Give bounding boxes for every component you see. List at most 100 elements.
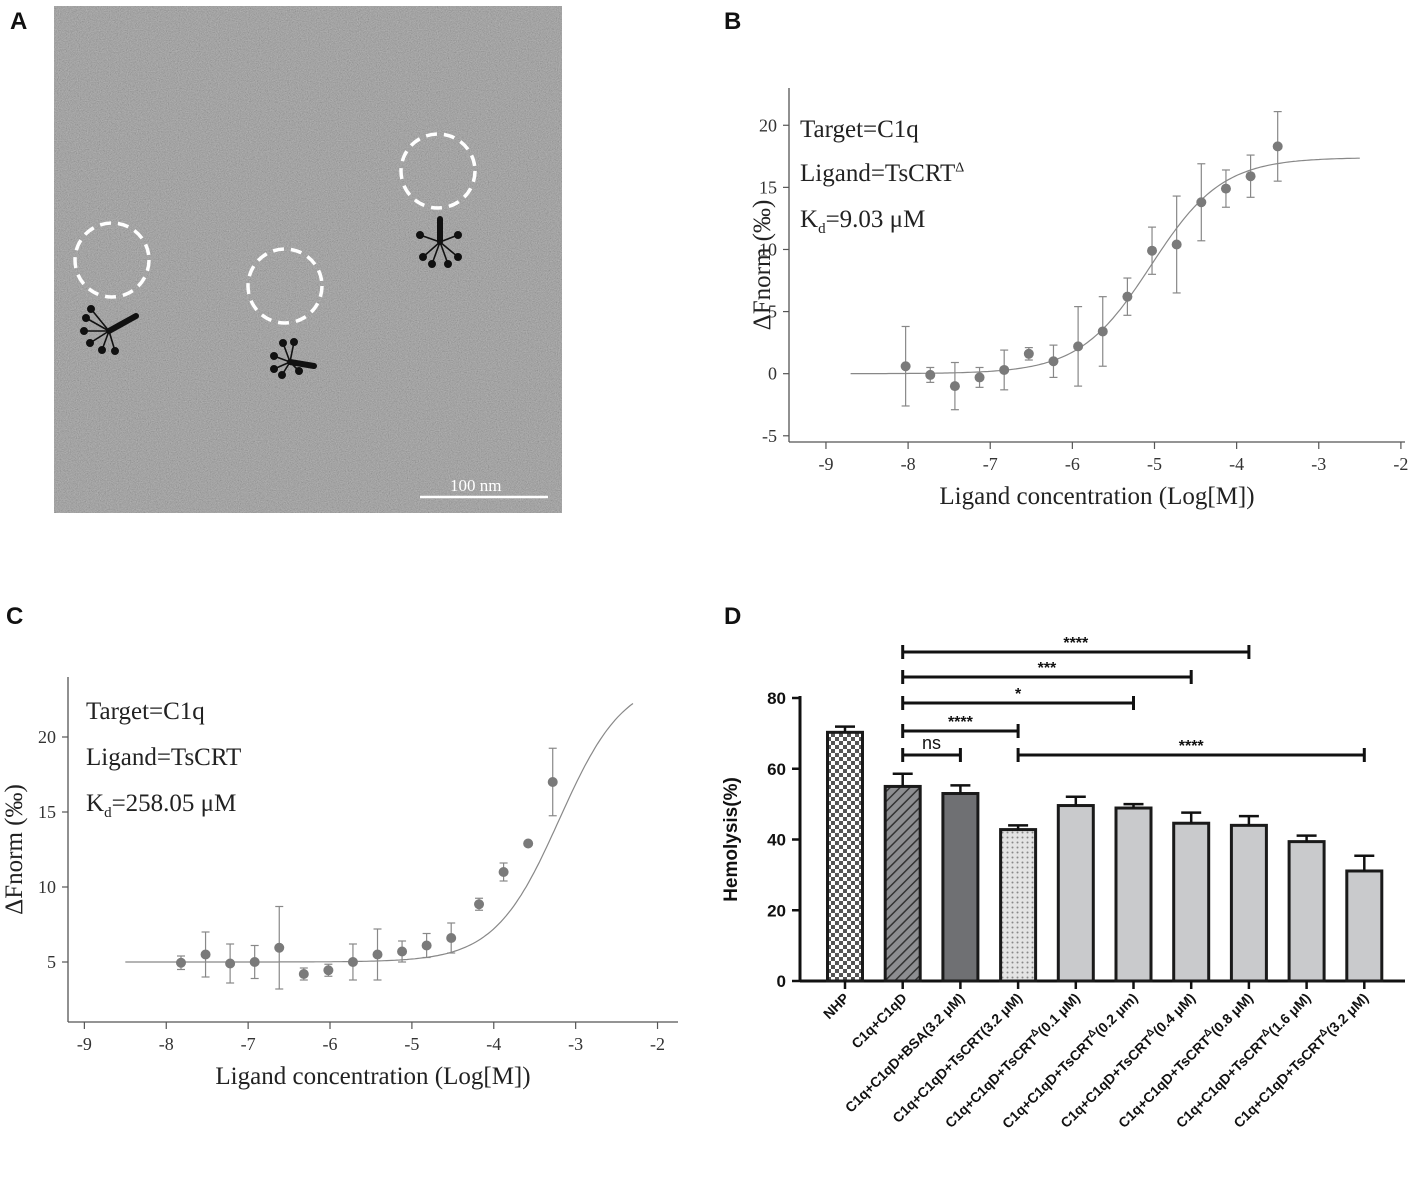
y-axis-title: ΔFnorm (‰) [749, 200, 776, 331]
data-point [397, 946, 408, 957]
molecule-circle [73, 221, 151, 299]
y-axis-title: Hemolysis(%) [721, 777, 742, 902]
data-point [200, 949, 211, 960]
y-tick-label: 10 [759, 239, 777, 259]
data-point [474, 899, 485, 910]
y-tick-label: 0 [777, 972, 786, 991]
data-point [547, 777, 558, 787]
data-point [523, 838, 534, 849]
data-point [1122, 291, 1133, 302]
bar [999, 828, 1038, 983]
chart-c: -9 -8 -7 -6 -5 -4 -3 -2 5 10 15 20 Ligand concentrat… [1, 677, 678, 1090]
data-point [249, 957, 260, 967]
y-tick-label: 5 [47, 952, 56, 972]
y-tick-label: 20 [759, 115, 777, 135]
x-tick-label: C1q+C1qD [848, 990, 910, 1052]
bar [883, 784, 922, 983]
chart-b-kd-label: Kd=9.03 μM [800, 206, 926, 237]
data-point [372, 949, 383, 960]
micrograph-image: 100 nm [54, 6, 562, 513]
x-tick-label: -9 [818, 454, 833, 474]
data-point [925, 369, 936, 380]
scale-bar-label: 100 nm [450, 476, 502, 495]
data-point [1245, 171, 1256, 182]
data-point [1171, 239, 1182, 250]
chart-c-target-label: Target=C1q [86, 698, 205, 725]
fit-curve [850, 157, 1360, 375]
y-tick-label: 20 [38, 727, 56, 747]
data-point [175, 957, 186, 968]
x-tick-label: -2 [1393, 454, 1408, 474]
panel-label-a: A [10, 8, 28, 35]
y-tick-label: 10 [38, 877, 56, 897]
x-tick-label: -8 [901, 454, 916, 474]
c1q-cartoon-icon [80, 305, 139, 355]
chart-d: 0 20 40 60 80 Hemolysis(%) NHPC1q+C1qDC1q+C1qD… [721, 635, 1405, 1131]
c1q-cartoon-icon [270, 338, 317, 379]
y-axis-title: ΔFnorm (‰) [1, 784, 28, 915]
x-tick-label: -9 [77, 1034, 92, 1054]
data-point [323, 965, 334, 976]
bar [1345, 869, 1384, 983]
data-point [1220, 183, 1231, 194]
panel-label-b: B [724, 8, 742, 35]
x-tick-label: -3 [568, 1034, 583, 1054]
significance-label: *** [1038, 660, 1057, 677]
x-tick-label: -2 [650, 1034, 665, 1054]
bar [1172, 821, 1211, 983]
bar [941, 792, 980, 983]
x-tick-label: -3 [1311, 454, 1326, 474]
x-axis-title: Ligand concentration (Log[M]) [215, 1063, 530, 1090]
significance-label: ns [922, 733, 941, 753]
chart-b: -9 -8 -7 -6 -5 -4 -3 -2 -5 0 5 10 15 20 Ligand concent… [749, 88, 1408, 510]
data-point [1023, 348, 1034, 359]
data-point [225, 958, 236, 969]
x-axis-title: Ligand concentration (Log[M]) [939, 483, 1254, 510]
x-tick-label: -5 [404, 1034, 419, 1054]
data-point [498, 867, 509, 877]
y-tick-label: 15 [38, 802, 56, 822]
data-point [298, 969, 309, 979]
x-tick-label: -8 [159, 1034, 174, 1054]
data-point [421, 940, 432, 951]
y-tick-label: 40 [767, 831, 786, 850]
bar [1114, 806, 1153, 983]
panel-label-d: D [724, 603, 742, 630]
data-point [999, 364, 1010, 375]
bar [1229, 823, 1268, 983]
data-point [949, 381, 960, 392]
y-tick-label: 20 [767, 901, 786, 920]
c1q-cartoon-icon [416, 216, 462, 268]
y-tick-label: 60 [767, 760, 786, 779]
x-tick-label: -6 [1065, 454, 1080, 474]
data-point [347, 957, 358, 967]
data-point [1147, 245, 1158, 256]
data-point [900, 361, 911, 372]
x-tick-label: NHP [820, 990, 852, 1022]
significance-label: **** [948, 714, 974, 731]
data-point [1196, 197, 1207, 208]
y-tick-label: -5 [762, 426, 777, 446]
chart-c-ligand-label: Ligand=TsCRT [86, 744, 242, 771]
x-tick-label: -7 [241, 1034, 256, 1054]
y-tick-label: 15 [759, 177, 777, 197]
molecule-circle [246, 247, 324, 325]
significance-label: * [1015, 686, 1022, 703]
chart-b-target-label: Target=C1q [800, 116, 919, 143]
bar [1056, 804, 1095, 983]
data-point [274, 942, 285, 953]
x-tick-label: -6 [323, 1034, 338, 1054]
y-tick-label: 80 [767, 689, 786, 708]
data-point [446, 933, 457, 943]
chart-b-ligand-label: Ligand=TsCRTΔ [800, 160, 965, 187]
x-tick-label: C1q+C1qD+BSA(3.2 μM) [842, 990, 968, 1116]
fit-curve [125, 703, 634, 963]
panel-label-c: C [6, 603, 24, 630]
data-point [1272, 141, 1283, 152]
y-tick-label: 5 [768, 302, 777, 322]
x-tick-label: -4 [1229, 454, 1244, 474]
x-tick-label: -7 [983, 454, 998, 474]
data-point [974, 372, 985, 383]
x-tick-label: -4 [486, 1034, 501, 1054]
molecule-circle [399, 132, 477, 210]
